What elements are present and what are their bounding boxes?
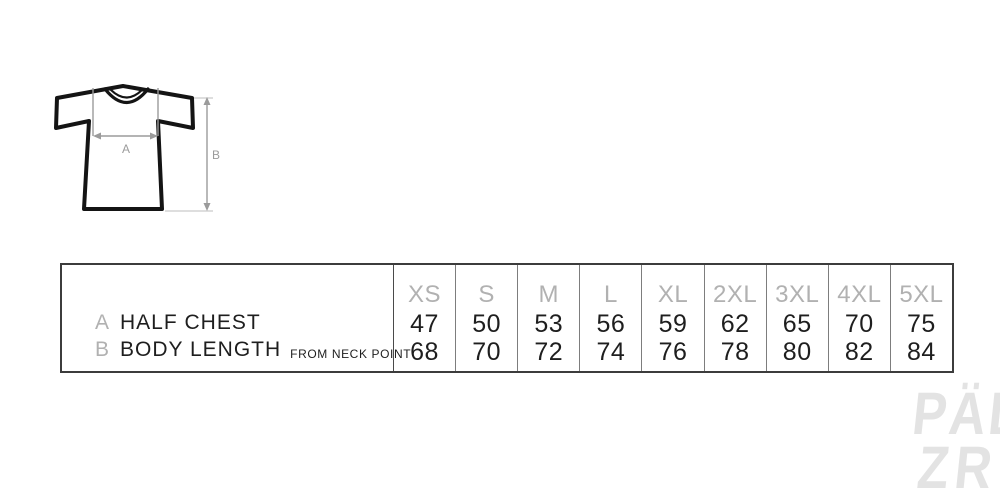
arrow-b-top-head [203,97,211,105]
arrow-a-right-head [150,132,158,140]
body-length-value: 74 [596,337,626,366]
body-length-note: FROM NECK POINT [290,346,412,361]
half-chest-value: 50 [472,310,502,338]
size-header: XL [657,281,689,308]
body-length-value: 68 [410,337,439,366]
size-column-s: S 50 70 [455,265,517,371]
body-length-value: 82 [844,337,874,366]
half-chest-value: 56 [596,310,626,338]
diagram-label-b: B [212,148,220,162]
half-chest-label-row: A HALF CHEST [95,309,393,336]
size-column-4xl: 4XL 70 82 [827,265,890,371]
body-length-value: 72 [534,337,564,366]
size-column-xl: XL 59 76 [641,265,703,371]
diagram-label-a: A [122,142,130,156]
half-chest-value: 75 [907,310,936,338]
size-column-3xl: 3XL 65 80 [765,265,828,371]
size-header: M [538,281,560,308]
size-column-5xl: 5XL 75 84 [889,265,952,371]
body-length-value: 78 [720,337,750,366]
half-chest-value: 62 [720,310,750,338]
half-chest-value: 53 [534,310,564,338]
size-header: 2XL [713,281,758,308]
body-length-value: 76 [658,337,688,366]
size-header: 5XL [899,281,944,308]
size-column-m: M 53 72 [517,265,579,371]
half-chest-value: 70 [844,310,874,338]
arrow-b-bottom-head [203,203,211,211]
row-key-b: B [95,338,111,361]
collar-inner-arc [109,88,144,99]
size-header: S [478,281,495,308]
tshirt-measurement-diagram: A B [54,84,220,212]
half-chest-value: 65 [782,310,812,338]
size-header: 3XL [775,281,820,308]
brand-logo-line2: ZR [914,434,1000,501]
size-header: 4XL [837,281,882,308]
size-chart-table: A HALF CHEST B BODY LENGTH FROM NECK POI… [60,263,954,373]
body-length-value: 84 [907,337,936,366]
measurement-labels-column: A HALF CHEST B BODY LENGTH FROM NECK POI… [62,265,411,371]
half-chest-label: HALF CHEST [120,310,261,334]
arrow-a-left-head [93,132,101,140]
body-length-value: 70 [472,337,502,366]
body-length-label-row: B BODY LENGTH FROM NECK POINT [95,336,411,364]
row-key-a: A [95,310,111,334]
size-column-xs: XS 47 68 [393,265,455,371]
size-header: XS [408,281,442,308]
half-chest-value: 47 [410,310,439,338]
size-column-l: L 56 74 [579,265,641,371]
collar-outer-arc [103,87,150,105]
size-column-2xl: 2XL 62 78 [703,265,766,371]
size-header: L [603,281,618,308]
body-length-value: 80 [782,337,812,366]
label-header-spacer [95,265,393,309]
body-length-label: BODY LENGTH [120,338,282,361]
half-chest-value: 59 [658,310,688,338]
